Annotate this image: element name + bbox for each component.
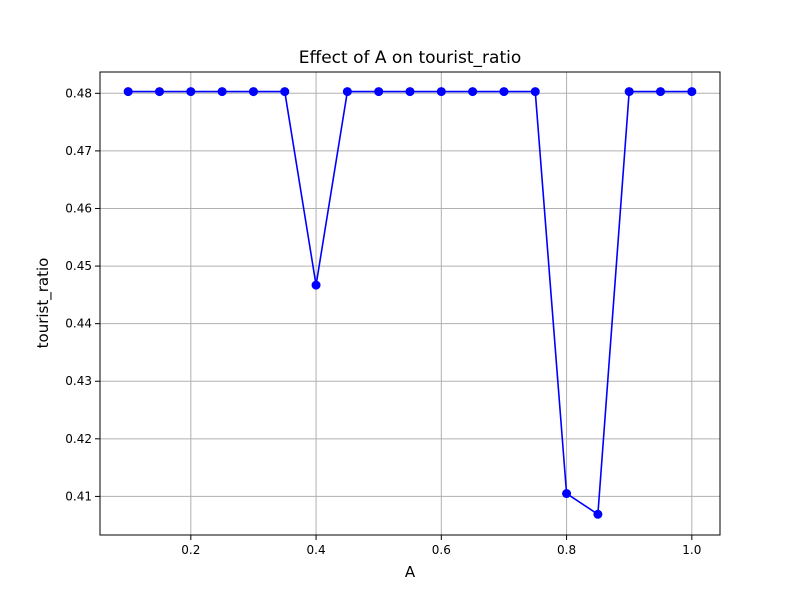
data-point xyxy=(280,87,290,97)
data-point xyxy=(217,87,227,97)
data-point xyxy=(593,509,603,519)
y-tick-label: 0.46 xyxy=(65,201,92,215)
y-tick-label: 0.41 xyxy=(65,489,92,503)
y-tick-label: 0.47 xyxy=(65,144,92,158)
data-point xyxy=(374,87,384,97)
data-point xyxy=(405,87,415,97)
y-tick-label: 0.44 xyxy=(65,317,92,331)
data-point xyxy=(656,87,666,97)
data-point xyxy=(311,280,321,290)
x-tick-label: 0.8 xyxy=(557,543,576,557)
x-tick-label: 0.4 xyxy=(307,543,326,557)
y-tick-label: 0.43 xyxy=(65,374,92,388)
data-point xyxy=(186,87,196,97)
series-layer xyxy=(123,87,697,519)
x-tick-label: 0.2 xyxy=(181,543,200,557)
y-tick-label: 0.48 xyxy=(65,86,92,100)
data-point xyxy=(154,87,164,97)
data-point xyxy=(687,87,697,97)
x-tick-label: 1.0 xyxy=(682,543,701,557)
x-axis-label: A xyxy=(405,563,416,581)
plot-frame xyxy=(99,71,721,536)
data-point xyxy=(342,87,352,97)
data-point xyxy=(624,87,634,97)
data-point xyxy=(562,489,572,499)
x-tick-label: 0.6 xyxy=(432,543,451,557)
data-point xyxy=(468,87,478,97)
data-point xyxy=(436,87,446,97)
data-point xyxy=(248,87,258,97)
chart-title: Effect of A on tourist_ratio xyxy=(299,48,522,68)
ticks: 0.2 0.4 0.6 0.8 1.0 0.41 0.42 0.43 0.44 0.45 0.46 0… xyxy=(65,86,701,557)
data-point xyxy=(530,87,540,97)
y-axis-label: tourist_ratio xyxy=(34,258,53,349)
data-point xyxy=(499,87,509,97)
y-tick-label: 0.45 xyxy=(65,259,92,273)
y-tick-label: 0.42 xyxy=(65,432,92,446)
data-point xyxy=(123,87,133,97)
